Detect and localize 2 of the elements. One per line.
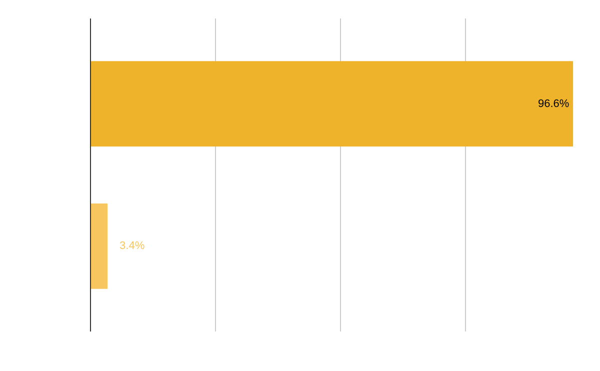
data-label: 3.4% [120, 240, 145, 252]
data-label: 96.6% [538, 98, 570, 110]
